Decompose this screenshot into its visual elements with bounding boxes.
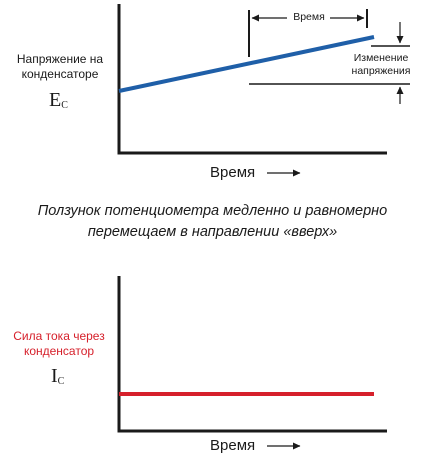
voltage-change-label: Изменение напряжения <box>351 52 411 77</box>
caption-text: Ползунок потенциометра медленно и равном… <box>37 203 388 240</box>
top-x-axis-label: Время <box>210 164 256 181</box>
voltage-ramp-line <box>118 35 375 93</box>
current-symbol: IC <box>51 365 65 387</box>
voltage-symbol: EC <box>49 89 68 111</box>
top-axes <box>117 4 387 155</box>
voltage-change-marker <box>249 22 410 104</box>
bottom-axes <box>117 276 387 433</box>
current-axis-label: Сила тока через конденсатор <box>13 329 105 358</box>
bottom-x-axis-label: Время <box>210 437 256 454</box>
voltage-axis-label: Напряжение на конденсаторе <box>16 52 104 81</box>
time-interval-label: Время <box>289 11 329 24</box>
time-interval-marker <box>248 9 368 57</box>
